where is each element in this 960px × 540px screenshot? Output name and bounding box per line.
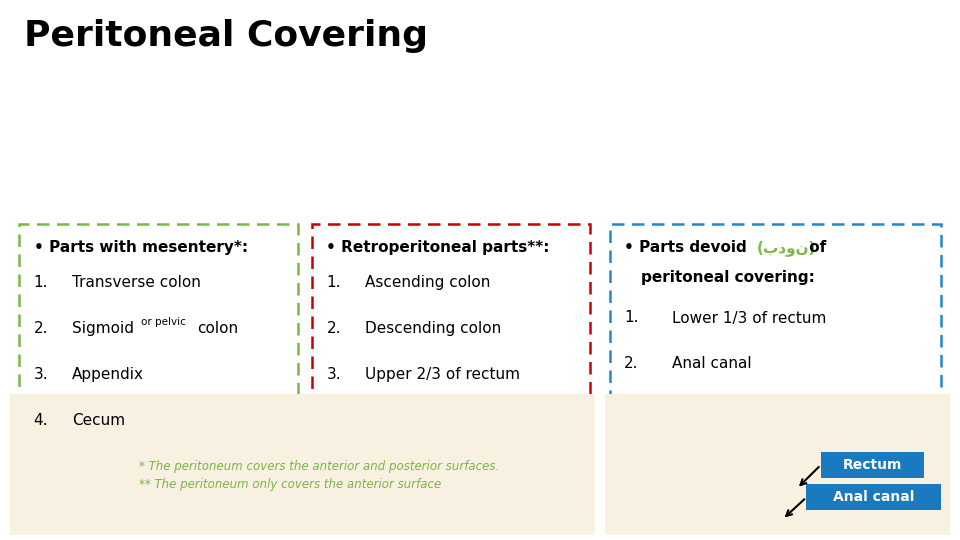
Text: (بدون): (بدون) xyxy=(756,240,816,256)
Text: 2.: 2. xyxy=(326,321,341,336)
Text: Descending colon: Descending colon xyxy=(365,321,501,336)
Text: Cecum: Cecum xyxy=(72,413,125,428)
Text: 3.: 3. xyxy=(326,367,341,382)
Text: or pelvic: or pelvic xyxy=(141,317,186,327)
Text: Anal canal: Anal canal xyxy=(833,490,914,504)
Text: * The peritoneum covers the anterior and posterior surfaces.: * The peritoneum covers the anterior and… xyxy=(139,460,499,473)
Text: of: of xyxy=(804,240,827,255)
Text: Peritoneal Covering: Peritoneal Covering xyxy=(24,19,428,53)
Text: Ascending colon: Ascending colon xyxy=(365,275,491,291)
Text: 2.: 2. xyxy=(624,356,638,372)
Text: • Parts devoid: • Parts devoid xyxy=(624,240,752,255)
Text: Transverse colon: Transverse colon xyxy=(72,275,201,291)
Text: Appendix: Appendix xyxy=(72,367,144,382)
Text: 1.: 1. xyxy=(326,275,341,291)
Text: Lower 1/3 of rectum: Lower 1/3 of rectum xyxy=(672,310,827,326)
Bar xyxy=(605,394,950,535)
Bar xyxy=(10,394,595,535)
Text: peritoneal covering:: peritoneal covering: xyxy=(641,270,815,285)
Text: 1.: 1. xyxy=(624,310,638,326)
Bar xyxy=(821,452,924,478)
Text: • Parts with mesentery*:: • Parts with mesentery*: xyxy=(34,240,248,255)
Text: ** The peritoneum only covers the anterior surface: ** The peritoneum only covers the anteri… xyxy=(139,478,442,491)
Bar xyxy=(312,224,590,456)
Text: Rectum: Rectum xyxy=(843,458,902,472)
Text: Anal canal: Anal canal xyxy=(672,356,752,372)
Bar xyxy=(610,224,941,456)
Bar xyxy=(19,224,298,456)
Text: • Retroperitoneal parts**:: • Retroperitoneal parts**: xyxy=(326,240,550,255)
Text: 3.: 3. xyxy=(34,367,48,382)
Text: 2.: 2. xyxy=(34,321,48,336)
Text: 1.: 1. xyxy=(34,275,48,291)
Text: colon: colon xyxy=(197,321,238,336)
Text: Sigmoid: Sigmoid xyxy=(72,321,134,336)
Text: Upper 2/3 of rectum: Upper 2/3 of rectum xyxy=(365,367,519,382)
Text: 4.: 4. xyxy=(34,413,48,428)
Bar xyxy=(806,484,941,510)
